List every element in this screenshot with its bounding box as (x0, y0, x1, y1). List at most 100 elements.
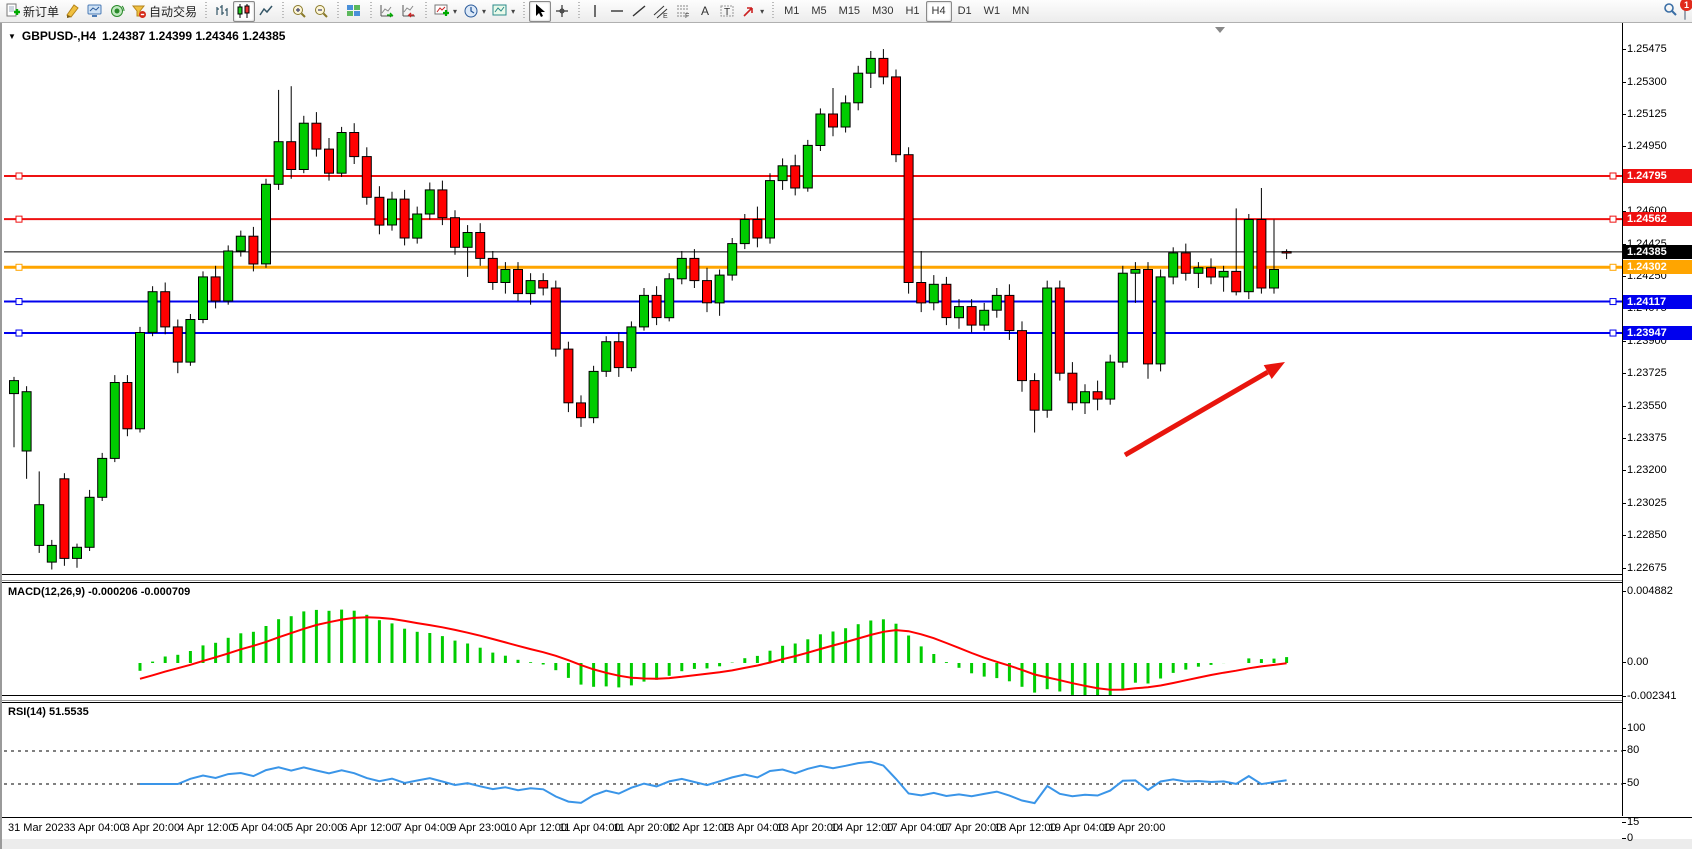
candle-body (765, 180, 775, 239)
auto-scroll-button[interactable] (376, 1, 398, 22)
zoom-out-button[interactable] (310, 1, 332, 22)
search-icon[interactable] (1662, 1, 1678, 22)
candle-body (1281, 251, 1292, 254)
candle-body (286, 141, 297, 170)
periods-button[interactable]: ▾ (460, 1, 489, 22)
timeframe-m15-button[interactable]: M15 (838, 5, 861, 17)
time-tick-label: 4 Apr 12:00 (178, 822, 235, 834)
candle-body (500, 269, 511, 283)
time-tick-label: 18 Apr 12:00 (994, 822, 1057, 834)
line-handle[interactable] (1609, 329, 1617, 337)
candle-body (261, 183, 271, 265)
toolbar-separator (334, 2, 342, 20)
candle-body (223, 250, 234, 302)
time-tick-label: 11 Apr 20:00 (613, 822, 675, 834)
chart-shift-button[interactable] (398, 1, 420, 22)
rsi-panel[interactable] (2, 703, 1692, 817)
line-handle[interactable] (15, 298, 23, 306)
line-handle[interactable] (15, 329, 23, 337)
price-tick-label: 1.24950 (1622, 140, 1667, 153)
timeframe-m5-button[interactable]: M5 (811, 5, 827, 17)
candle-body (966, 306, 977, 326)
crosshair-button[interactable] (551, 1, 573, 22)
timeframe-w1-button[interactable]: W1 (983, 5, 1001, 17)
candle-body (828, 113, 838, 128)
line-handle[interactable] (15, 263, 23, 271)
time-axis[interactable]: 31 Mar 2023 3 Apr 04:00 3 Apr 20:00 4 Apr 1… (2, 817, 1692, 839)
tile-windows-button[interactable] (343, 1, 365, 22)
candle-body (664, 278, 675, 319)
candle-body (954, 306, 964, 319)
chevron-down-icon[interactable]: ▾ (760, 6, 765, 16)
chevron-down-icon[interactable]: ▾ (482, 6, 487, 16)
bar-chart-button[interactable] (211, 1, 233, 22)
timeframe-d1-button[interactable]: D1 (957, 5, 972, 17)
time-tick-label: 3 Apr 04:00 (69, 822, 126, 834)
autotrading-button[interactable]: 自动交易 (128, 1, 200, 22)
new-order-icon (5, 3, 21, 19)
templates-button[interactable]: ▾ (489, 1, 518, 22)
candle-body (1117, 272, 1128, 363)
metaeditor-button[interactable] (62, 1, 84, 22)
price-tick-label: 1.25125 (1622, 107, 1667, 120)
candle-body (172, 326, 183, 363)
vertical-line-button[interactable] (584, 1, 606, 22)
line-chart-button[interactable] (255, 1, 277, 22)
line-handle[interactable] (1609, 298, 1617, 306)
macd-axis-label: -0.002341 (1622, 689, 1677, 702)
macd-panel[interactable] (2, 583, 1692, 695)
indicators-button[interactable]: ▾ (431, 1, 460, 22)
timeframe-mn-button[interactable]: MN (1012, 5, 1030, 17)
indicators-icon (434, 3, 450, 19)
chat-icon[interactable]: 1 (1680, 0, 1692, 20)
timeframe-m30-button[interactable]: M30 (872, 5, 894, 17)
equidistant-channel-button[interactable]: E (650, 1, 672, 22)
horizontal-line-button[interactable] (606, 1, 628, 22)
cursor-button[interactable] (529, 0, 552, 22)
price-tick-label: 1.23550 (1622, 399, 1667, 412)
symbol-dropdown-icon[interactable]: ▼ (8, 31, 16, 41)
price-axis[interactable]: 1.254751.253001.251251.249501.247751.246… (1621, 23, 1692, 844)
panel-separator[interactable] (2, 574, 1692, 575)
line-handle[interactable] (1609, 215, 1617, 223)
line-handle[interactable] (15, 172, 23, 180)
zoom-in-button[interactable] (288, 1, 310, 22)
trendline-button[interactable] (628, 1, 650, 22)
chart-shift-marker[interactable] (1215, 27, 1225, 33)
timeframe-m1-button[interactable]: M1 (784, 5, 800, 17)
new-order-button[interactable]: 新订单 (2, 1, 62, 22)
line-handle[interactable] (15, 215, 23, 223)
candle-body (752, 219, 763, 239)
trend-arrow[interactable] (1123, 369, 1269, 458)
arrows-button[interactable]: ▾ (738, 1, 767, 22)
panel-separator-groove[interactable] (2, 700, 1692, 701)
terminal-button[interactable] (84, 1, 106, 22)
text-label-button[interactable]: T (716, 1, 738, 22)
time-tick-label: 10 Apr 12:00 (504, 822, 567, 834)
chevron-down-icon[interactable]: ▾ (453, 6, 458, 16)
candlestick-button[interactable] (233, 0, 256, 22)
svg-text:F: F (685, 13, 689, 19)
line-chart-icon (258, 3, 274, 19)
timeframe-h4-button[interactable]: H4 (925, 0, 952, 22)
main-price-chart[interactable] (2, 23, 1692, 574)
chart-shift-icon (401, 3, 417, 19)
autotrading-button-label: 自动交易 (149, 4, 198, 19)
text-button[interactable]: A (694, 1, 716, 22)
candle-body (1017, 330, 1027, 382)
panel-separator-groove[interactable] (2, 580, 1692, 581)
channel-icon: E (653, 3, 669, 19)
macd-signal-line (139, 616, 1287, 691)
panel-separator[interactable] (2, 582, 1692, 583)
trend-arrow-head[interactable] (1263, 362, 1285, 379)
strategy-tester-button[interactable] (106, 1, 128, 22)
candle-body (525, 280, 536, 295)
line-handle[interactable] (1609, 263, 1617, 271)
chevron-down-icon[interactable]: ▾ (511, 6, 516, 16)
line-handle[interactable] (1609, 172, 1617, 180)
panel-separator[interactable] (2, 702, 1692, 703)
fibonacci-button[interactable]: F (672, 1, 694, 22)
timeframe-h1-button[interactable]: H1 (905, 5, 920, 17)
candle-body (1193, 267, 1204, 274)
panel-separator[interactable] (2, 695, 1692, 696)
